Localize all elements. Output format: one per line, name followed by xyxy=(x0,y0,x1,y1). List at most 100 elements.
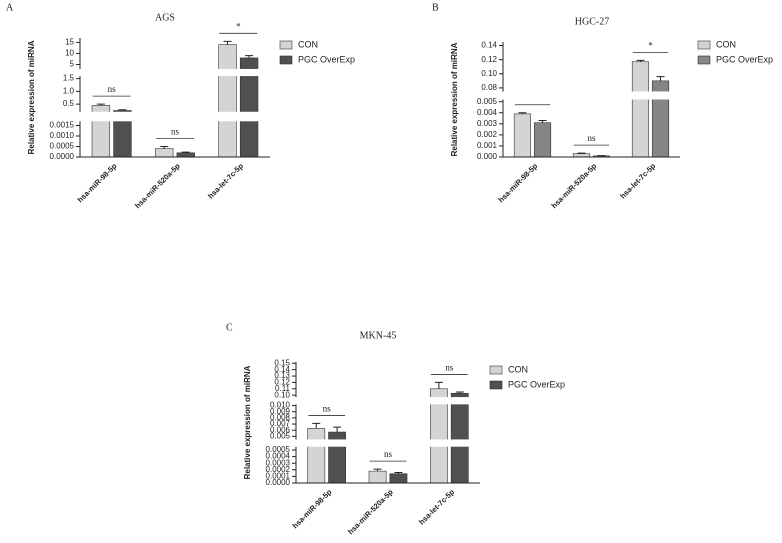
y-tick-label: 0.007 xyxy=(270,419,291,428)
y-tick-label: 1.0 xyxy=(63,86,75,95)
chart-title: HGC-27 xyxy=(575,16,609,27)
y-tick-label: 0.003 xyxy=(477,119,498,128)
x-tick-label: hsa-let-7c-5p xyxy=(417,487,456,526)
y-tick-label: 0.004 xyxy=(477,108,498,117)
error-bar xyxy=(118,109,127,111)
bar xyxy=(513,113,532,158)
y-axis-label: Relative expression of miRNA xyxy=(243,365,252,479)
bar xyxy=(631,61,650,158)
error-bar xyxy=(96,103,105,106)
legend-label: PGC OverExp xyxy=(298,54,355,64)
y-tick-label: 0.0000 xyxy=(50,152,75,161)
y-tick-label: 0.0001 xyxy=(266,472,291,481)
x-tick-label: hsa-let-7c-5p xyxy=(206,161,245,200)
significance-label: * xyxy=(236,21,241,31)
y-tick-label: 0.0005 xyxy=(50,142,75,151)
bar xyxy=(155,148,174,158)
x-tick-label: hsa-miR-520a-5p xyxy=(346,487,395,536)
axis-break xyxy=(74,68,270,77)
y-tick-label: 0.006 xyxy=(270,425,291,434)
y-tick-label: 0.13 xyxy=(274,371,290,380)
y-tick-label: 0.005 xyxy=(477,97,498,106)
y-tick-label: 15 xyxy=(65,38,74,47)
y-tick-label: 0.005 xyxy=(270,431,291,440)
bar xyxy=(307,428,326,484)
y-tick-label: 0.002 xyxy=(477,130,498,139)
y-tick-label: 0.008 xyxy=(270,413,291,422)
x-tick-label: hsa-miR-98-5p xyxy=(291,487,334,530)
y-tick-label: 0.0000 xyxy=(266,478,291,487)
legend-swatch xyxy=(489,365,503,375)
axis-break xyxy=(290,397,480,405)
legend-label: PGC OverExp xyxy=(508,379,565,389)
y-tick-label: 0.15 xyxy=(274,358,290,367)
error-bar xyxy=(312,422,321,429)
y-tick-label: 0.5 xyxy=(63,99,75,108)
legend-swatch xyxy=(697,55,711,65)
error-bar xyxy=(181,151,190,153)
y-tick-label: 0.14 xyxy=(274,365,290,374)
error-bar xyxy=(577,152,586,154)
x-tick-label: hsa-miR-520a-5p xyxy=(133,161,182,210)
bar xyxy=(176,152,195,158)
legend-swatch xyxy=(697,40,711,50)
panel-label: C xyxy=(226,322,233,333)
error-bar xyxy=(245,55,254,58)
panel-label: A xyxy=(6,2,14,13)
y-tick-label: 5 xyxy=(70,60,75,69)
y-tick-label: 1.5 xyxy=(63,74,75,83)
chart-title: MKN-45 xyxy=(360,330,397,341)
error-bar xyxy=(538,120,547,123)
bar xyxy=(368,470,387,484)
y-tick-label: 0.10 xyxy=(274,390,290,399)
error-bar xyxy=(434,381,443,389)
error-bar xyxy=(223,40,232,45)
y-tick-label: 0.001 xyxy=(477,141,498,150)
error-bar xyxy=(333,426,342,433)
significance-label: ns xyxy=(384,449,393,459)
y-tick-label: 0.009 xyxy=(270,407,291,416)
legend-swatch xyxy=(489,380,503,390)
error-bar xyxy=(636,59,645,62)
bar xyxy=(218,44,237,158)
error-bar xyxy=(394,471,403,474)
legend-swatch xyxy=(279,40,293,50)
axis-break xyxy=(74,111,270,122)
y-tick-label: 0.0002 xyxy=(266,465,291,474)
y-tick-label: 10 xyxy=(65,49,74,58)
error-bar xyxy=(455,391,464,394)
bar xyxy=(389,473,408,484)
y-tick-label: 0.0015 xyxy=(50,121,75,130)
y-axis-label: Relative expression of miRNA xyxy=(27,40,36,154)
y-tick-label: 0.0003 xyxy=(266,458,291,467)
error-bar xyxy=(373,468,382,472)
y-tick-label: 0.14 xyxy=(481,41,497,50)
y-tick-label: 0.000 xyxy=(477,152,498,161)
significance-label: ns xyxy=(171,127,180,137)
x-tick-label: hsa-miR-98-5p xyxy=(496,161,539,204)
legend-swatch xyxy=(279,55,293,65)
y-tick-label: 0.10 xyxy=(481,69,497,78)
axis-break xyxy=(290,439,480,447)
significance-label: ns xyxy=(445,362,454,372)
y-tick-label: 0.11 xyxy=(275,384,291,393)
legend-label: CON xyxy=(298,39,318,49)
x-tick-label: hsa-miR-520a-5p xyxy=(550,161,599,210)
legend-label: PGC OverExp xyxy=(716,54,773,64)
panel-label: B xyxy=(432,2,439,13)
significance-label: ns xyxy=(108,84,117,94)
y-tick-label: 0.0004 xyxy=(266,452,291,461)
y-axis-label: Relative expression of miRNA xyxy=(450,42,459,156)
y-tick-label: 0.12 xyxy=(274,378,290,387)
y-tick-label: 0.12 xyxy=(481,55,497,64)
y-tick-label: 0.0005 xyxy=(266,445,291,454)
chart-title: AGS xyxy=(155,12,175,23)
significance-label: ns xyxy=(587,133,596,143)
x-tick-label: hsa-let-7c-5p xyxy=(618,161,657,200)
bar xyxy=(450,392,469,484)
x-tick-label: hsa-miR-98-5p xyxy=(76,161,119,204)
axis-break xyxy=(497,91,680,100)
significance-label: * xyxy=(648,40,653,50)
bar xyxy=(533,122,552,158)
